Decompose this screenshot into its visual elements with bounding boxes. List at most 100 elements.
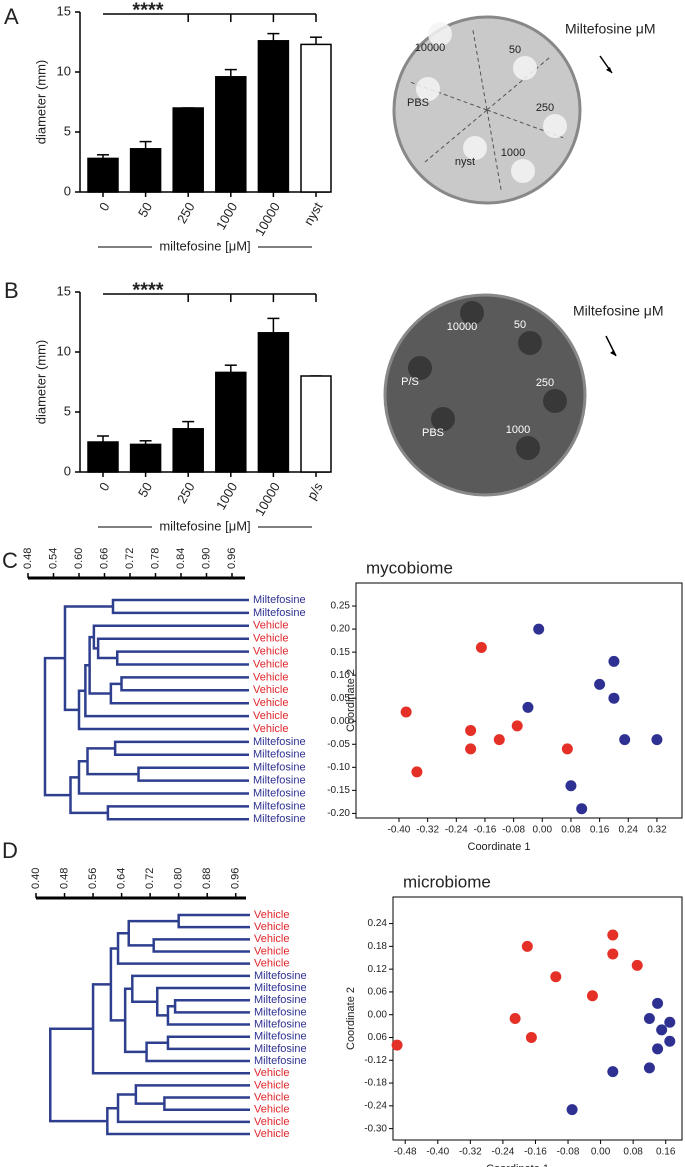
leaf-label: Miltefosine: [253, 787, 306, 799]
annotation: ****: [132, 0, 163, 21]
bar: [87, 441, 119, 473]
leaf-label: Vehicle: [253, 671, 288, 683]
y-tick-label: 0.18: [368, 941, 388, 952]
x-axis-label: Coordinate 1: [468, 841, 531, 853]
point: [664, 1035, 676, 1047]
leaf-label: Miltefosine: [254, 982, 307, 994]
link: [166, 1005, 250, 1026]
point: [493, 734, 505, 746]
x-tick-label: 0.24: [619, 825, 639, 836]
halo: [543, 114, 567, 138]
y-tick-label: 0.06: [368, 1032, 388, 1043]
link: [120, 676, 249, 692]
link: [116, 650, 249, 666]
link: [49, 1027, 108, 1123]
plate-label: 10000: [415, 42, 446, 54]
y-axis-label: Coordinate 2: [345, 669, 357, 732]
point: [391, 1039, 403, 1051]
y-tick-label: 0.20: [331, 624, 351, 635]
x-tick-label: -0.16: [524, 1147, 547, 1158]
y-tick-label: -0.10: [327, 762, 350, 773]
y-tick-label: 15: [57, 3, 71, 18]
leaf-label: Miltefosine: [254, 1006, 307, 1018]
x-tick-label: 1000: [213, 480, 240, 513]
link: [145, 1041, 250, 1063]
y-tick-label: 10: [57, 343, 71, 358]
tick-label: 0.72: [144, 868, 156, 889]
leaf-label: Vehicle: [254, 921, 289, 933]
tick-label: 0.80: [173, 868, 185, 889]
tick-label: 0.56: [87, 868, 99, 889]
leaf-label: Miltefosine: [253, 736, 306, 748]
y-tick-label: -0.30: [364, 1123, 387, 1134]
y-tick-label: 0.00: [331, 716, 351, 727]
y-tick-label: -0.20: [327, 808, 350, 819]
plate-label: 250: [536, 102, 554, 114]
link: [177, 913, 250, 929]
point: [565, 780, 577, 792]
point: [643, 1013, 655, 1024]
bar: [172, 107, 204, 193]
leaf-label: Miltefosine: [253, 775, 306, 787]
x-tick-label: nyst: [301, 199, 326, 227]
x-tick-label: -0.48: [394, 1147, 417, 1158]
y-tick-label: 0.00: [368, 1009, 388, 1020]
y-tick-label: -0.24: [364, 1100, 387, 1111]
halo: [408, 356, 432, 380]
tick-label: 0.54: [47, 548, 59, 569]
point: [475, 642, 487, 654]
leaf-label: Vehicle: [253, 633, 288, 645]
point: [631, 959, 643, 971]
plate-label: 50: [514, 319, 526, 331]
leaf-label: Miltefosine: [253, 813, 306, 825]
point: [608, 692, 620, 704]
leaf-label: Miltefosine: [254, 1031, 307, 1043]
panel-label: D: [2, 838, 18, 863]
halo: [511, 159, 535, 183]
leaf-label: Vehicle: [254, 1091, 289, 1103]
tick-label: 0.88: [201, 868, 213, 889]
point: [511, 720, 523, 732]
y-tick-label: 0.06: [368, 987, 388, 998]
x-tick-label: -0.24: [445, 825, 468, 836]
x-tick-label: p/s: [304, 479, 326, 502]
x-tick-label: -0.08: [502, 825, 525, 836]
point: [607, 929, 619, 941]
x-axis-label: miltefosine [μM]: [159, 238, 250, 253]
link: [96, 637, 249, 660]
x-tick-label: -0.32: [459, 1147, 482, 1158]
y-tick-label: 10: [57, 63, 71, 78]
point: [607, 948, 619, 960]
point: [656, 1024, 668, 1036]
point: [566, 1104, 578, 1116]
x-tick-label: 0.08: [623, 1147, 643, 1158]
tick-label: 0.96: [226, 548, 238, 569]
y-axis-label: diameter (mm): [33, 60, 48, 145]
leaf-label: Miltefosine: [254, 970, 307, 982]
y-tick-label: 5: [64, 403, 71, 418]
y-tick-label: -0.15: [327, 785, 350, 796]
halo: [518, 331, 542, 355]
x-tick-label: -0.08: [557, 1147, 580, 1158]
point: [594, 678, 606, 690]
x-tick-label: 0.00: [591, 1147, 611, 1158]
bar: [300, 43, 332, 193]
x-tick-label: 0.16: [590, 825, 610, 836]
x-tick-label: -0.24: [492, 1147, 515, 1158]
bar: [215, 371, 247, 473]
leaf-label: Vehicle: [254, 933, 289, 945]
point: [509, 1013, 521, 1024]
tick-label: 0.60: [73, 548, 85, 569]
tick-label: 0.48: [22, 548, 34, 569]
link: [109, 682, 249, 705]
chart-title: microbiome: [403, 872, 491, 891]
plate-label: PBS: [422, 427, 444, 439]
link: [116, 932, 250, 965]
halo: [428, 22, 452, 46]
point: [400, 706, 412, 718]
link: [91, 983, 250, 1075]
x-axis-label: miltefosine [μM]: [159, 518, 250, 533]
leaf-label: Vehicle: [253, 684, 288, 696]
leaf-label: Vehicle: [254, 909, 289, 921]
halo: [543, 389, 567, 413]
